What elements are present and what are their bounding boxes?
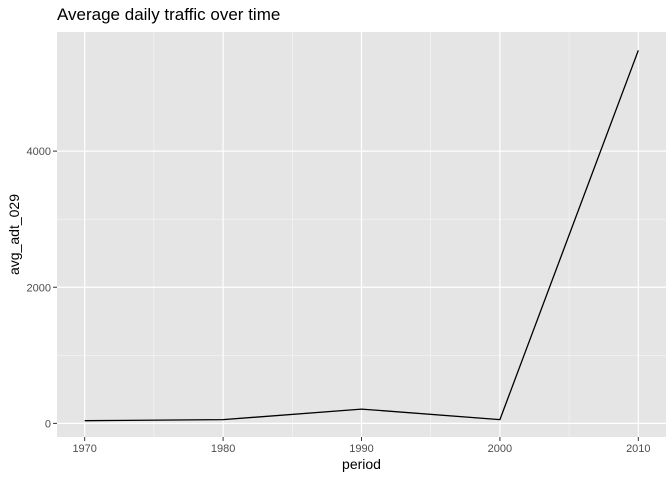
- y-axis: 0 2000 4000: [27, 146, 57, 430]
- major-gridlines: [57, 32, 666, 437]
- y-tick-label: 2000: [27, 282, 51, 294]
- x-axis-title: period: [342, 456, 381, 472]
- y-tick-label: 4000: [27, 146, 51, 158]
- y-axis-title: avg_adt_029: [6, 194, 22, 275]
- y-tick-label: 0: [45, 418, 51, 430]
- x-tick-label: 1980: [211, 443, 235, 455]
- x-tick-label: 2000: [488, 443, 512, 455]
- x-tick-label: 2010: [626, 443, 650, 455]
- series-line: [84, 50, 639, 422]
- series-layer: [84, 50, 639, 422]
- x-tick-label: 1990: [349, 443, 373, 455]
- chart-title: Average daily traffic over time: [57, 5, 280, 24]
- x-axis: 1970 1980 1990 2000 2010: [72, 437, 651, 455]
- x-tick-label: 1970: [72, 443, 96, 455]
